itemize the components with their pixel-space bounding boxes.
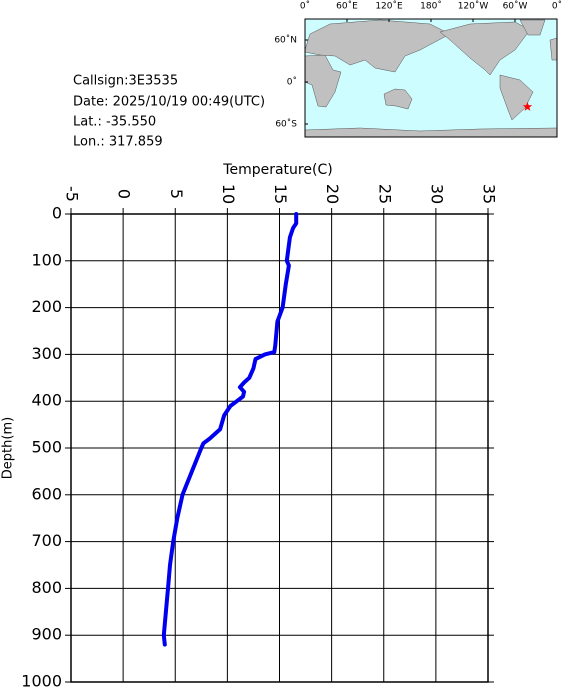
map-lon-label: 180˚ — [420, 1, 442, 12]
map-lon-label: 0˚ — [300, 1, 310, 12]
y-tick-label: 200 — [31, 297, 62, 316]
y-tick-label: 700 — [31, 531, 62, 550]
latitude: Lat.: -35.550 — [73, 115, 156, 130]
x-tick-label: 5 — [167, 189, 186, 199]
y-tick-label: 300 — [31, 344, 62, 363]
station-marker — [522, 101, 533, 111]
north-america — [439, 21, 531, 76]
y-tick-label: 400 — [31, 391, 62, 410]
map-lon-label: 60˚E — [336, 1, 358, 12]
y-axis-title: Depth(m) — [1, 417, 16, 479]
longitude: Lon.: 317.859 — [73, 135, 163, 150]
station-info: Callsign:3E3535 Date: 2025/10/19 00:49(U… — [73, 74, 265, 150]
y-tick-label: 600 — [31, 484, 62, 503]
map-lon-label: 120˚W — [458, 1, 489, 12]
x-tick-label: 25 — [375, 184, 394, 204]
x-axis-title: Temperature(C) — [222, 162, 332, 178]
greenland — [519, 19, 546, 36]
y-tick-label: 800 — [31, 578, 62, 597]
land — [304, 19, 558, 138]
x-tick-label: 10 — [219, 184, 238, 204]
x-tick-label: 30 — [427, 184, 446, 204]
y-tick-label: 1000 — [21, 672, 62, 691]
x-tick-label: 20 — [323, 184, 342, 204]
x-tick-label: -5 — [63, 186, 82, 202]
map-lat-label: 60˚S — [275, 119, 297, 130]
plot-frame — [70, 213, 489, 683]
location-map: 0˚ 60˚E 120˚E 180˚ 120˚W 60˚W 0˚ 60˚N 0˚ 60˚S — [274, 1, 562, 138]
south-america — [499, 74, 534, 121]
y-tick-label: 900 — [31, 625, 62, 644]
x-tick-label: 15 — [271, 184, 290, 204]
map-lon-label: 120˚E — [375, 1, 403, 12]
eurasia — [304, 19, 451, 73]
map-lat-label: 60˚N — [274, 35, 297, 46]
date: Date: 2025/10/19 00:49(UTC) — [73, 95, 265, 110]
australia — [383, 88, 413, 110]
y-tick-label: 500 — [31, 438, 62, 457]
x-tick-label: 0 — [115, 189, 134, 199]
x-tick-label: 35 — [480, 184, 499, 204]
callsign: Callsign:3E3535 — [73, 74, 178, 89]
y-tick-label: 100 — [31, 250, 62, 269]
profile-line — [161, 212, 299, 647]
africa — [304, 54, 342, 108]
y-tick-label: 0 — [52, 204, 62, 223]
map-lon-label: 0˚ — [552, 1, 562, 12]
map-lat-label: 0˚ — [287, 77, 297, 88]
map-lon-label: 60˚W — [503, 1, 528, 12]
